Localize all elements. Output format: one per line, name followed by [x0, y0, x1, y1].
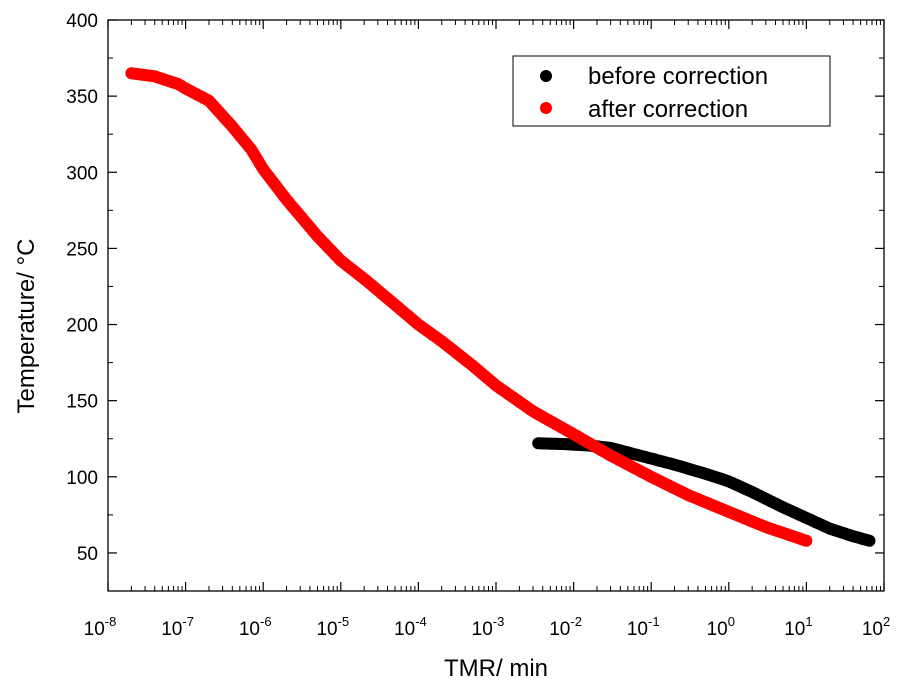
series-0 — [532, 437, 876, 547]
data-point — [800, 534, 813, 547]
legend-label-before-correction: before correction — [588, 63, 768, 90]
x-tick-label: 10-3 — [472, 614, 505, 640]
x-tick-label: 10-6 — [239, 614, 272, 640]
x-tick-label: 102 — [862, 614, 890, 640]
y-tick-label: 400 — [66, 11, 98, 32]
axes — [107, 19, 885, 592]
x-tick-label: 10-4 — [394, 614, 427, 640]
legend-marker-after-correction — [540, 102, 552, 114]
y-tick-label: 150 — [66, 392, 98, 413]
plot-marks — [125, 67, 876, 547]
y-tick-label: 200 — [66, 316, 98, 337]
x-tick-label: 101 — [784, 614, 812, 640]
y-axis-title: Temperature/ °C — [13, 239, 40, 414]
x-tick-label: 10-2 — [549, 614, 582, 640]
x-tick-label: 10-8 — [84, 614, 117, 640]
y-tick-label: 50 — [77, 544, 98, 565]
x-tick-label: 10-7 — [161, 614, 194, 640]
y-tick-label: 100 — [66, 468, 98, 489]
series-1 — [125, 67, 813, 547]
y-tick-label: 300 — [66, 163, 98, 184]
legend-box — [512, 55, 831, 127]
x-tick-label: 100 — [707, 614, 735, 640]
legend-label-after-correction: after correction — [588, 96, 748, 123]
y-tick-label: 350 — [66, 87, 98, 108]
legend: before correction after correction — [512, 55, 831, 127]
legend-marker-before-correction — [540, 70, 552, 82]
data-point — [863, 534, 876, 547]
x-tick-label: 10-5 — [316, 614, 349, 640]
x-tick-label: 10-1 — [627, 614, 660, 640]
y-tick-label: 250 — [66, 239, 98, 260]
x-axis-title: TMR/ min — [444, 655, 548, 682]
tick-labels: 10-8 10-7 10-6 10-5 10-4 10-3 10-2 10-1 100 101 10… — [66, 11, 890, 640]
